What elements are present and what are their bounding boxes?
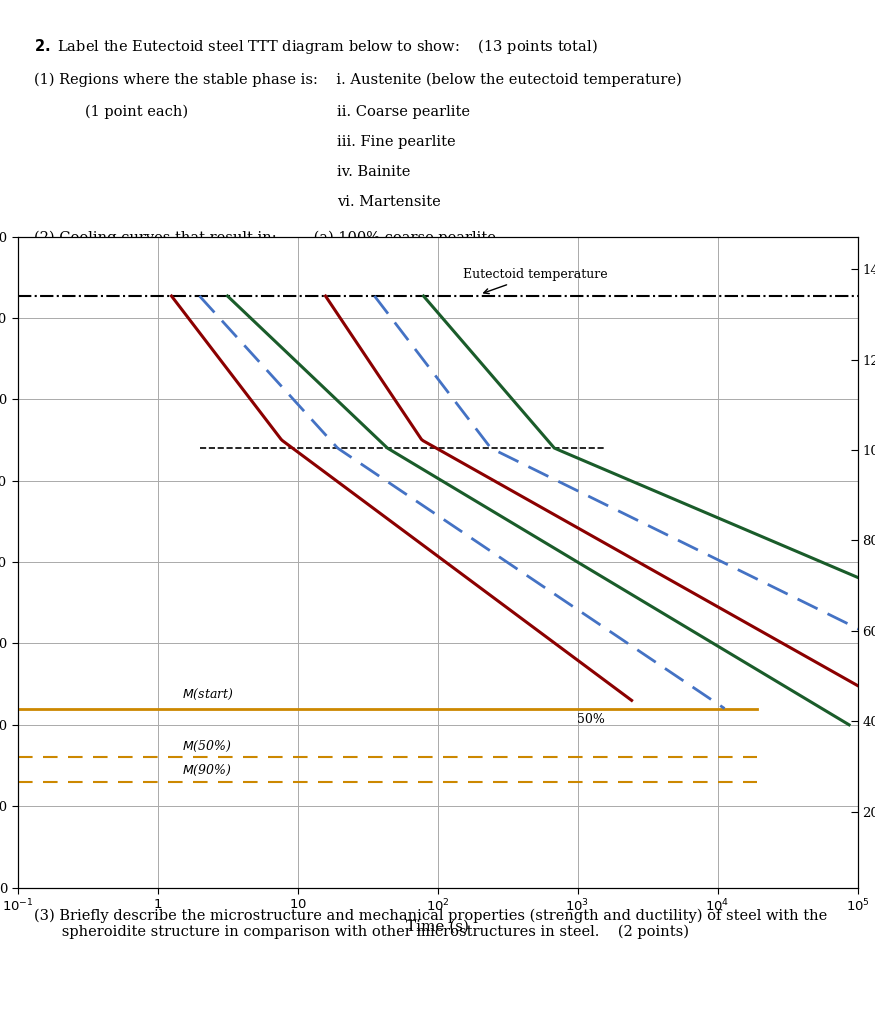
Text: vi. Martensite: vi. Martensite (337, 195, 440, 209)
Text: (2 points each)                                   (b) 50% fine pearlite + 50% ma: (2 points each) (b) 50% fine pearlite + … (85, 265, 649, 280)
Text: (1 point each): (1 point each) (85, 104, 188, 119)
Text: $M$(90%): $M$(90%) (182, 764, 232, 778)
X-axis label: Time (s): Time (s) (406, 921, 469, 934)
Text: (For each case, label the quenching medium (or media) used to obtain the final m: (For each case, label the quenching medi… (51, 333, 760, 347)
Text: iii. Fine pearlite: iii. Fine pearlite (337, 134, 455, 148)
Text: $\bf{2.}$ Label the Eutectoid steel TTT diagram below to show:    (13 points tot: $\bf{2.}$ Label the Eutectoid steel TTT … (34, 37, 598, 55)
Text: (3) Briefly describe the microstructure and mechanical properties (strength and : (3) Briefly describe the microstructure … (34, 908, 828, 939)
Text: (2) Cooling curves that result in:        (a) 100% coarse pearlite: (2) Cooling curves that result in: (a) 1… (34, 230, 496, 245)
Text: (1) Regions where the stable phase is:    i. Austenite (below the eutectoid temp: (1) Regions where the stable phase is: i… (34, 73, 682, 87)
Text: Eutectoid temperature: Eutectoid temperature (463, 268, 607, 294)
Text: 50%: 50% (578, 713, 605, 726)
Text: $M$(50%): $M$(50%) (182, 739, 232, 754)
Text: iv. Bainite: iv. Bainite (337, 165, 410, 178)
Text: $M$(start): $M$(start) (182, 687, 234, 702)
Text: (c) 100% martensite: (c) 100% martensite (337, 299, 487, 313)
Text: ii. Coarse pearlite: ii. Coarse pearlite (337, 104, 470, 119)
